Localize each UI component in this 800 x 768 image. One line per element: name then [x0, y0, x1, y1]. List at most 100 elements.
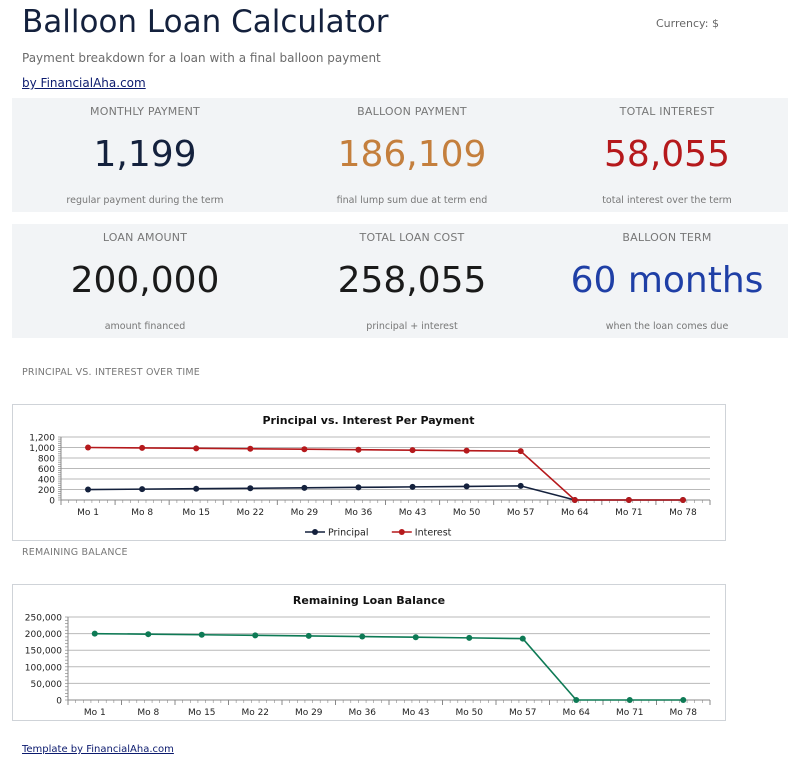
chart-remaining-balance: Remaining Loan Balance 0 50,000 100,000 150,… [12, 584, 726, 721]
card-description: principal + interest [366, 321, 458, 332]
byline-link[interactable]: by FinancialAha.com [22, 76, 146, 90]
data-point [247, 485, 254, 492]
data-point [573, 697, 580, 703]
section-label-principal-interest: PRINCIPAL VS. INTEREST OVER TIME [22, 367, 200, 378]
x-tick-label: Mo 57 [509, 708, 537, 718]
data-point [463, 483, 470, 490]
card-total-loan-cost: TOTAL LOAN COST 258,055 principal + inte… [279, 224, 545, 338]
series-line [88, 485, 683, 501]
card-total-interest: TOTAL INTEREST 58,055 total interest ove… [534, 98, 800, 212]
x-tick-label: Mo 43 [399, 508, 427, 518]
data-point [139, 444, 146, 451]
section-label-remaining-balance: REMAINING BALANCE [22, 547, 128, 558]
card-balloon-payment: BALLOON PAYMENT 186,109 final lump sum d… [279, 98, 545, 212]
data-point [301, 484, 308, 491]
x-tick-label: Mo 22 [241, 708, 269, 718]
y-tick-label: 1,200 [29, 434, 55, 444]
data-point [625, 497, 632, 503]
data-point [409, 447, 416, 454]
legend-marker [398, 529, 405, 535]
y-tick-label: 250,000 [25, 614, 62, 624]
y-tick-label: 100,000 [25, 663, 62, 673]
chart-title: Principal vs. Interest Per Payment [263, 414, 475, 427]
card-label: MONTHLY PAYMENT [90, 105, 200, 118]
x-tick-label: Mo 8 [131, 508, 153, 518]
currency-indicator: Currency: $ [656, 17, 719, 30]
x-tick-label: Mo 50 [453, 508, 481, 518]
card-label: TOTAL INTEREST [619, 105, 715, 118]
card-description: regular payment during the term [66, 195, 224, 206]
summary-row-1: MONTHLY PAYMENT 1,199 regular payment du… [12, 98, 788, 212]
data-point [517, 448, 524, 455]
y-tick-label: 200,000 [25, 630, 62, 640]
card-label: BALLOON TERM [622, 231, 712, 244]
x-tick-label: Mo 8 [137, 708, 159, 718]
card-description: when the loan comes due [605, 321, 729, 332]
card-value: 58,055 [604, 134, 730, 175]
y-tick-label: 1,000 [29, 444, 55, 454]
x-tick-label: Mo 78 [669, 708, 697, 718]
data-point [679, 497, 686, 503]
legend-marker [312, 529, 318, 535]
data-point [145, 631, 152, 638]
principal-interest-chart-svg: Principal vs. Interest Per Payment 020040… [29, 414, 711, 539]
data-point [247, 445, 254, 452]
x-tick-label: Mo 1 [77, 508, 99, 518]
y-tick-label: 600 [38, 465, 55, 475]
data-point [252, 632, 259, 639]
x-tick-label: Mo 50 [455, 708, 483, 718]
x-tick-label: Mo 15 [188, 708, 216, 718]
data-point [91, 630, 98, 637]
data-point [301, 446, 308, 453]
card-label: BALLOON PAYMENT [357, 105, 467, 118]
data-point [519, 635, 526, 642]
x-tick-label: Mo 36 [348, 708, 376, 718]
data-point [193, 445, 200, 452]
x-tick-label: Mo 71 [616, 708, 644, 718]
x-tick-label: Mo 64 [562, 708, 590, 718]
data-point [193, 485, 200, 492]
chart-title: Remaining Loan Balance [293, 594, 445, 607]
data-point [412, 634, 419, 641]
legend-label: Interest [415, 528, 452, 539]
data-point [359, 633, 366, 640]
data-point [626, 697, 633, 703]
data-point [85, 486, 92, 493]
card-description: amount financed [104, 321, 186, 332]
page-subtitle: Payment breakdown for a loan with a fina… [22, 51, 381, 65]
data-point [409, 483, 416, 490]
series-line [88, 446, 683, 501]
y-tick-label: 150,000 [25, 647, 62, 657]
x-tick-label: Mo 64 [561, 508, 589, 518]
card-value: 1,199 [93, 134, 197, 175]
card-value: 200,000 [70, 260, 220, 301]
data-point [198, 631, 205, 638]
x-tick-label: Mo 29 [295, 708, 323, 718]
card-value: 258,055 [337, 260, 487, 301]
card-description: total interest over the term [602, 195, 732, 206]
data-point [355, 484, 362, 491]
summary-row-2: LOAN AMOUNT 200,000 amount financed TOTA… [12, 224, 788, 338]
chart-principal-interest: Principal vs. Interest Per Payment 0 200 40… [12, 404, 726, 541]
data-point [85, 444, 92, 451]
page-title: Balloon Loan Calculator [22, 4, 389, 40]
x-tick-label: Mo 57 [507, 508, 535, 518]
x-tick-label: Mo 22 [236, 508, 264, 518]
x-tick-label: Mo 15 [182, 508, 210, 518]
card-description: final lump sum due at term end [336, 195, 488, 206]
x-tick-label: Mo 1 [84, 708, 106, 718]
y-tick-label: 50,000 [31, 680, 63, 690]
data-point [680, 697, 687, 703]
y-tick-label: 400 [38, 476, 55, 486]
card-label: LOAN AMOUNT [102, 231, 188, 244]
series-line [94, 632, 684, 701]
card-label: TOTAL LOAN COST [359, 231, 465, 244]
y-tick-label: 0 [49, 497, 55, 507]
data-point [517, 482, 524, 489]
data-point [305, 632, 312, 639]
y-tick-label: 0 [56, 697, 62, 707]
data-point [139, 486, 146, 493]
x-tick-label: Mo 36 [345, 508, 373, 518]
footer-link[interactable]: Template by FinancialAha.com [22, 744, 174, 755]
card-value: 60 months [570, 260, 764, 301]
